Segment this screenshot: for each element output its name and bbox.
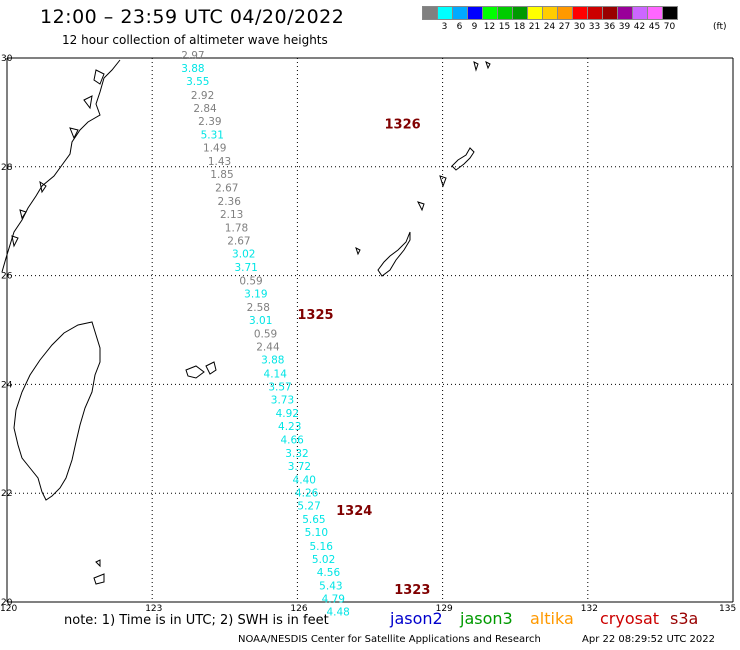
wave-height-label: 2.92	[191, 90, 214, 102]
wave-height-label: 2.84	[193, 103, 217, 115]
wave-height-label: 3.88	[181, 63, 204, 75]
page-subtitle: 12 hour collection of altimeter wave hei…	[62, 33, 328, 47]
china-coastline	[1, 59, 121, 273]
wave-height-label: 5.65	[302, 514, 325, 526]
wave-height-label: 1.43	[208, 156, 231, 168]
wave-height-label: 1.85	[210, 169, 233, 181]
lat-tick-label: 26	[1, 272, 13, 282]
wave-height-label: 5.43	[319, 580, 342, 592]
scale-label: 21	[528, 22, 541, 32]
lat-tick-label: 24	[1, 380, 13, 390]
lat-tick-label: 28	[1, 163, 13, 173]
pass-number-label: 1325	[297, 308, 333, 323]
pass-number-label: 1323	[394, 583, 430, 598]
lat-tick-label: 30	[1, 54, 13, 64]
scale-label: 3	[441, 22, 448, 32]
scale-label: 42	[633, 22, 646, 32]
wave-height-label: 4.92	[276, 408, 299, 420]
wave-height-label: 2.44	[256, 342, 280, 354]
wave-height-label: 4.26	[295, 487, 319, 499]
scale-label: 30	[573, 22, 586, 32]
wave-height-label: 4.56	[317, 567, 341, 579]
wave-height-label: 3.32	[285, 448, 308, 460]
wave-height-label: 4.40	[293, 474, 316, 486]
timestamp: Apr 22 08:29:52 UTC 2022	[582, 634, 715, 645]
wave-height-label: 5.27	[297, 501, 320, 513]
wave-height-label: 4.14	[264, 368, 288, 380]
wave-height-label: 2.67	[215, 182, 238, 194]
satellite-name: jason2	[390, 609, 443, 628]
wave-height-label: 5.02	[312, 554, 335, 566]
wave-height-label: 3.01	[249, 315, 272, 327]
axis-labels: 120 123 126 129 132 135 30 28 26 24 22 20	[0, 54, 736, 614]
wave-height-label: 3.72	[288, 461, 311, 473]
lon-tick-label: 123	[145, 604, 162, 614]
scale-label: 36	[603, 22, 616, 32]
lon-tick-label: 126	[290, 604, 307, 614]
altimeter-track: 2.973.883.552.922.842.395.311.491.431.85…	[181, 50, 430, 619]
color-scale-labels: 3 6 9 12 15 18 21 24 27 30 33 36 39 42 45 70	[422, 22, 677, 32]
lat-lon-grid	[6, 57, 734, 603]
wave-height-label: 3.71	[234, 262, 257, 274]
lon-tick-label: 135	[719, 604, 736, 614]
scale-label: 33	[588, 22, 601, 32]
taiwan-coastline	[13, 321, 101, 501]
satellite-name: cryosat	[600, 609, 660, 628]
wave-height-label: 1.78	[225, 223, 248, 235]
footnote: note: 1) Time is in UTC; 2) SWH is in fe…	[64, 613, 329, 628]
satellite-name: s3a	[670, 609, 699, 628]
scale-label: 24	[543, 22, 556, 32]
scale-swatch	[662, 6, 678, 20]
wave-height-label: 3.02	[232, 249, 255, 261]
wave-height-label: 2.58	[247, 302, 270, 314]
satellite-name: altika	[530, 609, 574, 628]
scale-label: 9	[471, 22, 478, 32]
wave-height-label: 4.66	[280, 435, 304, 447]
wave-height-label: 3.88	[261, 355, 284, 367]
credit-line: NOAA/NESDIS Center for Satellite Applica…	[238, 634, 541, 645]
wave-height-label: 3.73	[271, 394, 294, 406]
coastline	[1, 59, 491, 585]
scale-label: 70	[663, 22, 676, 32]
wave-height-label: 5.10	[305, 527, 328, 539]
wave-height-label: 5.31	[201, 130, 224, 142]
lon-tick-label: 132	[581, 604, 598, 614]
lon-tick-label: 120	[0, 604, 17, 614]
wave-height-label: 4.23	[278, 421, 301, 433]
wave-height-label: 5.16	[310, 541, 334, 553]
scale-label: 6	[456, 22, 463, 32]
scale-label: 18	[513, 22, 526, 32]
wave-height-label: 0.59	[239, 275, 262, 287]
pass-number-label: 1324	[336, 504, 372, 519]
scale-label: 15	[498, 22, 511, 32]
scale-label: 27	[558, 22, 571, 32]
wave-height-label: 0.59	[254, 329, 277, 341]
wave-height-label: 2.67	[227, 236, 250, 248]
scale-label: 45	[648, 22, 661, 32]
sakishima-coastline	[185, 365, 205, 379]
scale-unit: (ft)	[713, 22, 727, 32]
wave-height-label: 4.48	[326, 607, 349, 619]
okinawa-coastline	[377, 231, 411, 277]
satellite-name: jason3	[460, 609, 513, 628]
wave-height-label: 2.39	[198, 116, 221, 128]
wave-height-label: 4.79	[322, 594, 345, 606]
color-scale-legend	[422, 6, 678, 20]
wave-height-label: 2.97	[181, 50, 204, 62]
wave-height-label: 2.13	[220, 209, 243, 221]
wave-height-label: 3.19	[244, 288, 267, 300]
scale-label: 39	[618, 22, 631, 32]
lat-tick-label: 22	[1, 489, 12, 499]
lon-tick-label: 129	[436, 604, 453, 614]
wave-height-label: 3.55	[186, 76, 209, 88]
wave-height-label: 2.36	[218, 196, 242, 208]
lat-tick-label: 20	[1, 598, 13, 608]
wave-height-label: 3.57	[268, 381, 291, 393]
wave-height-label: 1.49	[203, 143, 226, 155]
pass-number-label: 1326	[385, 118, 421, 133]
page-title: 12:00 – 23:59 UTC 04/20/2022	[40, 6, 345, 28]
scale-label: 12	[483, 22, 496, 32]
